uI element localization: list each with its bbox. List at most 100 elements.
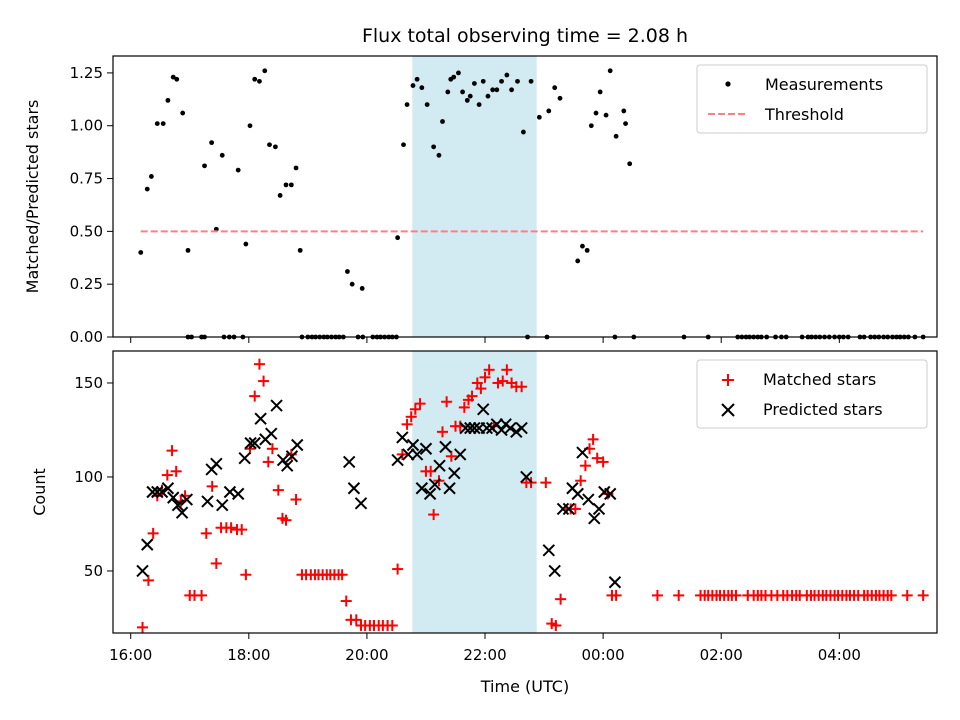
predicted-star-point	[151, 485, 164, 499]
predicted-star-point	[576, 446, 589, 459]
predicted-star-point	[428, 478, 442, 491]
measurement-point	[536, 114, 542, 120]
matched-star-point	[262, 456, 274, 468]
measurement-point	[515, 78, 520, 84]
measurement-point	[165, 97, 171, 103]
measurement-point	[509, 87, 514, 93]
matched-star-point	[280, 514, 292, 526]
measurement-point	[349, 281, 355, 287]
predicted-star-point	[419, 442, 433, 455]
predicted-star-point	[270, 399, 283, 412]
matched-star-point	[475, 383, 487, 395]
bottom-y-tick-label: 50	[84, 562, 103, 580]
measurement-point	[471, 81, 477, 86]
bottom-y-tick-label: 150	[74, 374, 103, 392]
top-legend: Measurements Threshold	[696, 64, 928, 134]
measurement-point	[219, 152, 225, 158]
bottom-legend-box	[696, 359, 928, 429]
x-tick-label: 04:00	[818, 646, 861, 664]
predicted-star-point	[571, 487, 584, 501]
matched-star-point	[458, 401, 470, 413]
bottom-series-layer	[136, 358, 929, 633]
measurement-point	[288, 182, 294, 188]
predicted-star-point	[291, 438, 304, 452]
predicted-star-point	[141, 538, 154, 551]
predicted-star-point	[354, 497, 368, 510]
matched-star-point	[249, 390, 261, 402]
top-observing-span	[412, 56, 537, 337]
matched-star-point	[550, 619, 562, 631]
measurement-point	[613, 133, 619, 139]
top-y-tick-label: 0.00	[70, 328, 103, 346]
measurement-point	[293, 165, 299, 171]
matched-star-point	[210, 557, 222, 569]
measurement-point	[419, 85, 425, 91]
predicted-star-point	[603, 487, 617, 501]
predicted-star-point	[396, 431, 409, 444]
measurement-point	[480, 78, 486, 84]
predicted-star-point	[280, 459, 294, 472]
matched-star-point	[236, 524, 248, 536]
measurement-point	[597, 89, 603, 95]
measurement-point	[499, 78, 504, 84]
matched-star-point	[917, 589, 929, 601]
legend-matched: Matched stars	[763, 370, 876, 389]
matched-star-point	[587, 433, 599, 445]
matched-star-point	[445, 450, 457, 462]
measurement-point	[283, 182, 289, 188]
predicted-star-point	[448, 466, 461, 480]
top-panel: Flux total observing time = 2.08 h 0.000…	[23, 25, 938, 346]
matched-star-point	[200, 527, 212, 539]
matched-star-point	[436, 426, 448, 438]
predicted-star-point	[342, 455, 356, 469]
x-tick-label: 20:00	[345, 646, 388, 664]
matched-star-point	[142, 574, 154, 586]
predicted-star-point	[443, 482, 456, 495]
measurement-point	[504, 72, 510, 78]
bottom-y-axis: 50 100 150	[74, 374, 113, 580]
x-axis-label: Time (UTC)	[480, 677, 569, 696]
matched-star-point	[414, 398, 426, 410]
matched-star-point	[441, 396, 453, 408]
predicted-star-point	[504, 421, 517, 435]
measurement-point	[404, 102, 410, 107]
predicted-star-point	[423, 487, 437, 501]
measurement-point	[257, 78, 262, 84]
matched-star-point	[602, 488, 614, 500]
measurement-point	[262, 68, 268, 74]
measurement-point	[464, 97, 470, 103]
matched-star-point	[350, 614, 362, 626]
measurement-point	[476, 102, 482, 107]
matched-star-point	[673, 589, 685, 601]
matched-star-point	[901, 589, 913, 601]
predicted-star-point	[402, 448, 415, 461]
measurement-point	[185, 247, 191, 253]
measurement-point	[144, 186, 150, 192]
predicted-star-point	[210, 457, 223, 471]
matched-star-point	[885, 589, 897, 601]
matched-star-point	[290, 494, 302, 506]
matched-star-point	[225, 522, 237, 534]
predicted-star-point	[562, 502, 576, 516]
measurement-point	[588, 123, 594, 129]
predicted-star-point	[415, 482, 429, 495]
top-plot-frame	[112, 55, 938, 338]
x-tick-label: 02:00	[700, 646, 743, 664]
measurement-point	[247, 123, 253, 129]
matched-star-point	[651, 589, 663, 601]
predicted-star-point	[477, 403, 490, 416]
measurement-point	[395, 235, 401, 241]
matched-star-point	[386, 619, 398, 631]
measurement-point	[424, 102, 430, 107]
predicted-star-point	[464, 421, 477, 435]
predicted-star-point	[439, 440, 452, 454]
bottom-x-axis: 16:00 18:00 20:00 22:00 00:00 02:00 04:00	[109, 633, 861, 664]
predicted-star-point	[167, 491, 180, 504]
measurement-point	[621, 108, 627, 114]
top-title: Flux total observing time = 2.08 h	[362, 25, 688, 47]
x-tick-label: 16:00	[109, 646, 152, 664]
measurement-point	[277, 193, 283, 198]
predicted-star-point	[347, 482, 361, 495]
predicted-star-point	[510, 425, 523, 439]
measurement-point	[557, 95, 563, 101]
